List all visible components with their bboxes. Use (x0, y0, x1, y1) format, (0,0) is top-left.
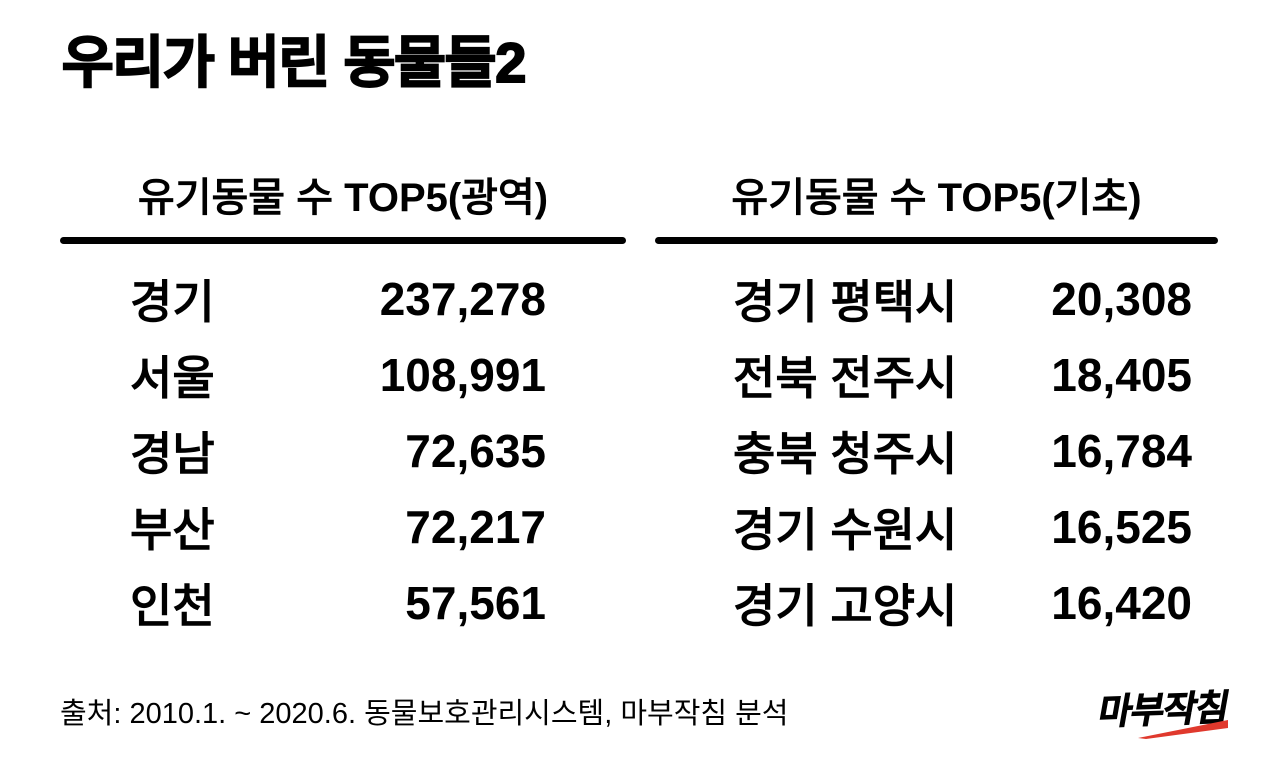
page-title: 우리가 버린 동물들2 (61, 31, 527, 94)
table-rows-basic: 경기 평택시 20,308 전북 전주시 18,405 충북 청주시 16,78… (655, 261, 1218, 641)
region-value: 108,991 (379, 349, 546, 401)
city-name: 충북 청주시 (733, 428, 958, 480)
city-value: 16,525 (1051, 501, 1192, 553)
city-value: 16,420 (1051, 577, 1192, 629)
table-row: 인천 57,561 (60, 565, 626, 641)
table-row: 경기 고양시 16,420 (655, 565, 1218, 641)
region-name: 경남 (130, 428, 215, 480)
table-row: 부산 72,217 (60, 489, 626, 565)
city-value: 18,405 (1051, 349, 1192, 401)
table-header-basic: 유기동물 수 TOP5(기초) (731, 176, 1142, 220)
region-value: 72,635 (405, 425, 546, 477)
table-header-metro: 유기동물 수 TOP5(광역) (137, 176, 549, 220)
region-value: 237,278 (379, 273, 546, 325)
table-row: 경남 72,635 (60, 413, 626, 489)
header-rule (655, 237, 1218, 244)
table-top5-basic: 유기동물 수 TOP5(기초) 경기 평택시 20,308 전북 전주시 18,… (655, 166, 1218, 641)
table-row: 경기 평택시 20,308 (655, 261, 1218, 337)
logo-swoosh-icon (1138, 720, 1228, 739)
source-note: 출처: 2010.1. ~ 2020.6. 동물보호관리시스템, 마부작침 분석 (60, 698, 789, 730)
region-value: 72,217 (405, 501, 546, 553)
table-top5-metro: 유기동물 수 TOP5(광역) 경기 237,278 서울 108,991 경남… (60, 166, 626, 641)
city-name: 경기 평택시 (733, 276, 958, 328)
table-rows-metro: 경기 237,278 서울 108,991 경남 72,635 부산 72,21… (60, 261, 626, 641)
table-row: 경기 237,278 (60, 261, 626, 337)
city-value: 20,308 (1051, 273, 1192, 325)
region-name: 서울 (130, 352, 215, 404)
region-name: 경기 (130, 276, 215, 328)
table-row: 충북 청주시 16,784 (655, 413, 1218, 489)
region-value: 57,561 (405, 577, 546, 629)
region-name: 부산 (130, 504, 215, 556)
table-row: 전북 전주시 18,405 (655, 337, 1218, 413)
city-name: 경기 수원시 (733, 504, 958, 556)
region-name: 인천 (130, 580, 215, 632)
table-row: 서울 108,991 (60, 337, 626, 413)
city-name: 경기 고양시 (733, 580, 958, 632)
header-rule (60, 237, 626, 244)
table-row: 경기 수원시 16,525 (655, 489, 1218, 565)
city-name: 전북 전주시 (733, 352, 958, 404)
mabu-jakchim-logo: 마부작침 (1095, 681, 1250, 741)
city-value: 16,784 (1051, 425, 1192, 477)
